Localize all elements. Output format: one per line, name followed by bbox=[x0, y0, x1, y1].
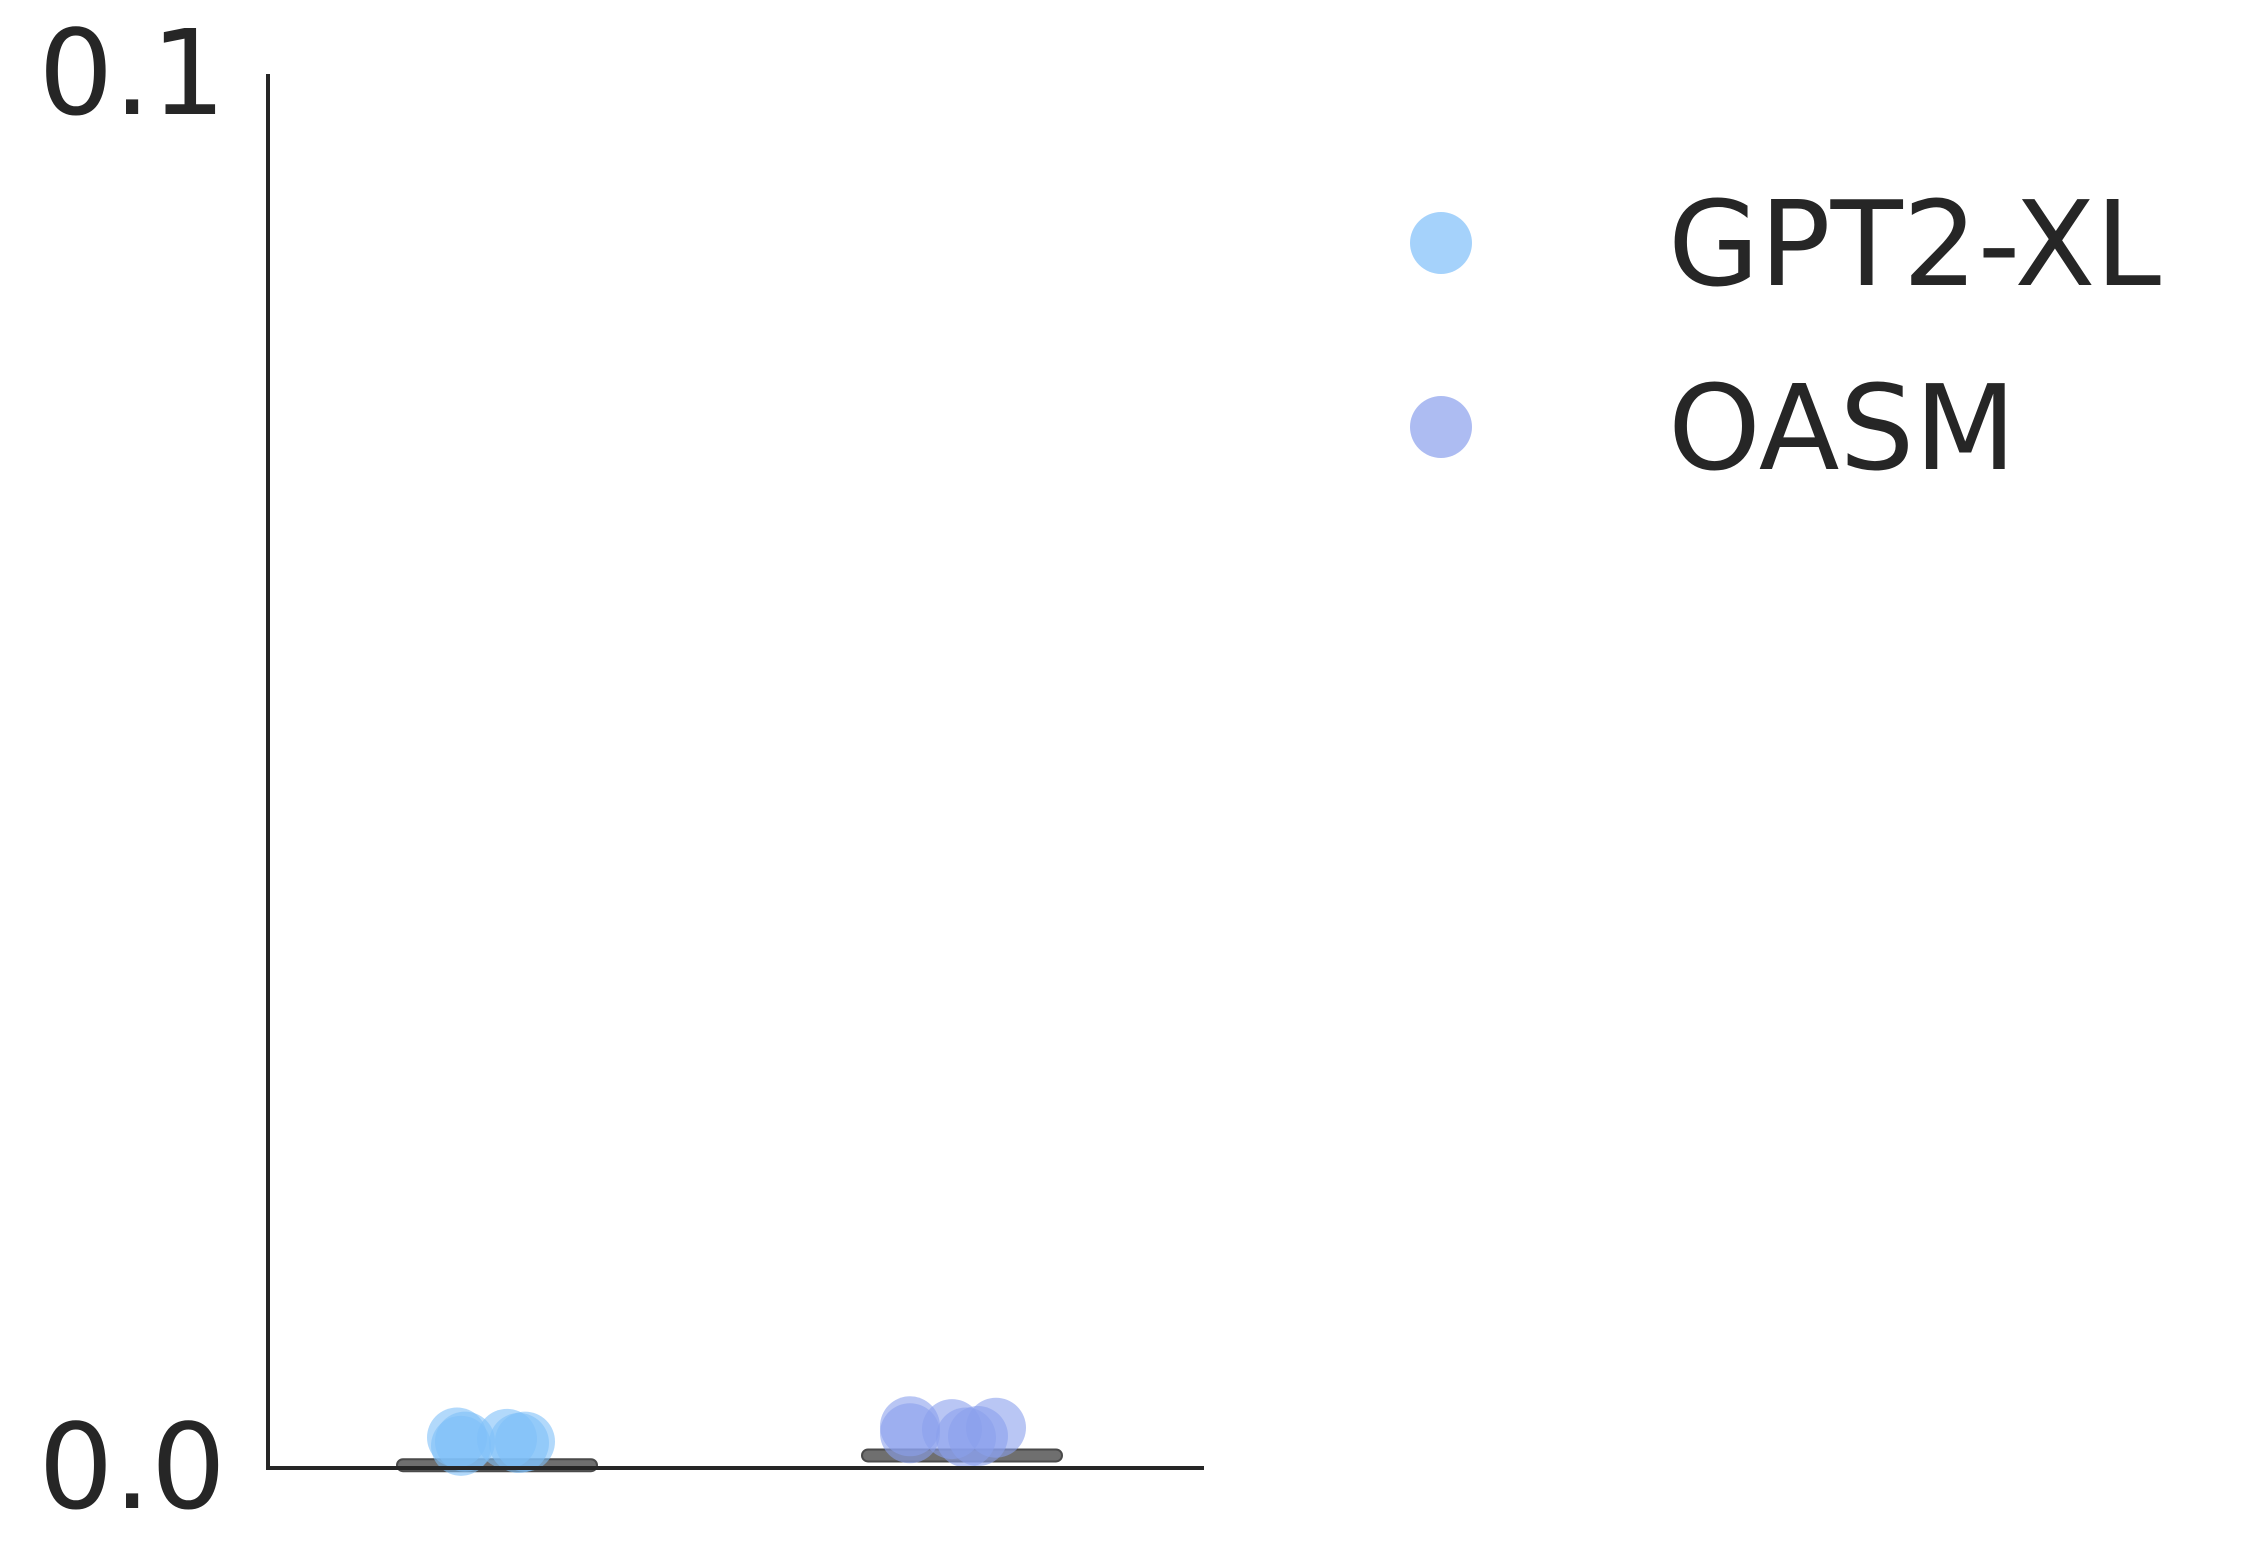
legend-marker bbox=[1410, 212, 1472, 274]
legend-marker bbox=[1410, 396, 1472, 458]
legend-label: GPT2-XL bbox=[1668, 175, 2161, 313]
data-point bbox=[948, 1406, 1008, 1467]
data-point bbox=[431, 1415, 491, 1476]
legend: GPT2-XL OASM bbox=[1410, 175, 2161, 497]
plot-area bbox=[396, 1396, 1063, 1476]
data-point bbox=[495, 1411, 555, 1472]
y-tick-label: 0.1 bbox=[38, 4, 226, 142]
y-tick-labels: 0.0 0.1 bbox=[38, 4, 226, 1536]
y-tick-label: 0.0 bbox=[38, 1398, 226, 1536]
legend-label: OASM bbox=[1668, 359, 2016, 497]
